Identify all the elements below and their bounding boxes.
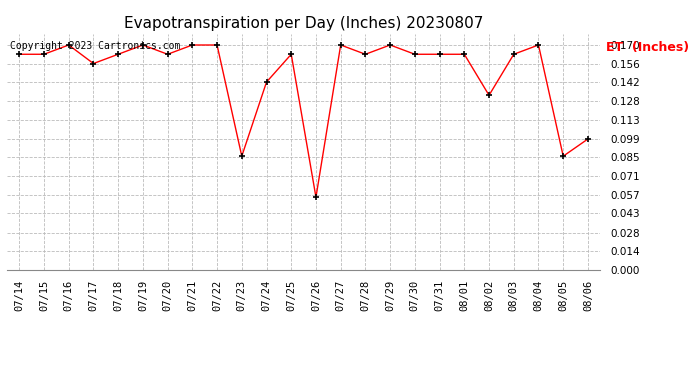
Text: ET  (Inches): ET (Inches) xyxy=(607,41,689,54)
Title: Evapotranspiration per Day (Inches) 20230807: Evapotranspiration per Day (Inches) 2023… xyxy=(124,16,483,31)
Text: Copyright 2023 Cartronics.com: Copyright 2023 Cartronics.com xyxy=(10,41,180,51)
